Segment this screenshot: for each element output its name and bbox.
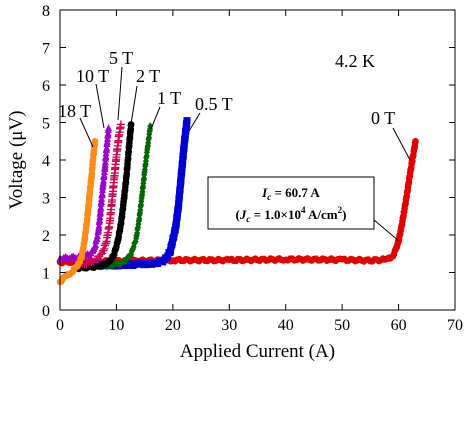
x-tick-label: 10	[108, 317, 124, 334]
series-label: 10 T	[76, 66, 109, 86]
data-point	[116, 120, 125, 129]
y-axis-title: Voltage (μV)	[6, 110, 27, 209]
data-point	[172, 218, 180, 226]
data-point	[127, 121, 135, 128]
data-point	[99, 246, 108, 255]
x-tick-label: 70	[447, 317, 463, 334]
data-point	[93, 232, 101, 240]
y-tick-label: 1	[42, 266, 50, 283]
data-point	[91, 241, 99, 249]
data-point	[412, 137, 419, 145]
ic-annotation: Ic = 60.7 A (Jc = 1.0×104 A/cm2)	[207, 176, 399, 242]
series-label-leader	[95, 83, 105, 129]
series-18t	[56, 137, 99, 286]
data-point	[84, 259, 93, 268]
annotation-line-2: (Jc = 1.0×104 A/cm2)	[236, 205, 347, 224]
annotation-arrow	[373, 219, 399, 242]
x-tick-label: 50	[334, 317, 350, 334]
data-point	[105, 124, 113, 132]
y-tick-label: 2	[42, 228, 50, 245]
series-label: 5 T	[109, 48, 133, 68]
x-tick-label: 0	[56, 317, 64, 334]
series-label: 1 T	[157, 88, 181, 108]
data-point	[97, 203, 105, 211]
series-5t	[72, 120, 125, 270]
x-tick-label: 20	[165, 317, 181, 334]
series-label-leader	[188, 112, 201, 132]
series-labels-layer: 0 T 0.5 T 1 T2 T5 T10 T 18 T	[58, 48, 411, 161]
y-tick-label: 0	[42, 303, 50, 320]
series-label-leader	[130, 85, 138, 125]
y-tick-label: 6	[42, 78, 50, 95]
axes-layer: 0 10 20 30 40 50 60 70 0 1 2 3 4 5 6 7 8	[42, 3, 463, 334]
data-point	[177, 176, 185, 184]
x-tick-label: 40	[278, 317, 294, 334]
annotation-line-1: Ic = 60.7 A	[261, 185, 320, 202]
data-point	[95, 221, 103, 229]
data-point	[182, 126, 190, 134]
series-label: 18 T	[58, 101, 91, 121]
series-label-leader	[150, 106, 161, 130]
data-point	[103, 144, 111, 152]
data-point	[100, 176, 108, 184]
data-point	[100, 244, 109, 253]
series-label: 2 T	[136, 66, 160, 86]
series-label: 0.5 T	[195, 94, 233, 114]
x-axis-title: Applied Current (A)	[180, 341, 335, 362]
y-tick-label: 8	[42, 3, 50, 20]
temperature-label: 4.2 K	[335, 51, 375, 71]
data-point	[179, 159, 187, 167]
data-point	[179, 150, 187, 158]
series-label-leader	[79, 117, 94, 148]
series-label-leader	[117, 66, 123, 121]
data-point	[183, 117, 191, 125]
series-label: 0 T	[371, 108, 395, 128]
data-point	[91, 137, 99, 145]
series-label-leader	[392, 127, 411, 161]
annotation-box	[207, 176, 375, 230]
y-tick-label: 5	[42, 116, 50, 133]
y-tick-label: 4	[42, 153, 50, 170]
x-tick-label: 30	[221, 317, 237, 334]
series-layer	[56, 117, 419, 286]
data-point	[104, 129, 112, 137]
x-tick-label: 60	[391, 317, 407, 334]
data-point	[167, 247, 175, 255]
y-tick-label: 7	[42, 41, 50, 58]
data-point	[175, 199, 183, 207]
data-point	[101, 158, 109, 166]
data-point	[176, 185, 184, 193]
y-tick-label: 3	[42, 191, 50, 208]
